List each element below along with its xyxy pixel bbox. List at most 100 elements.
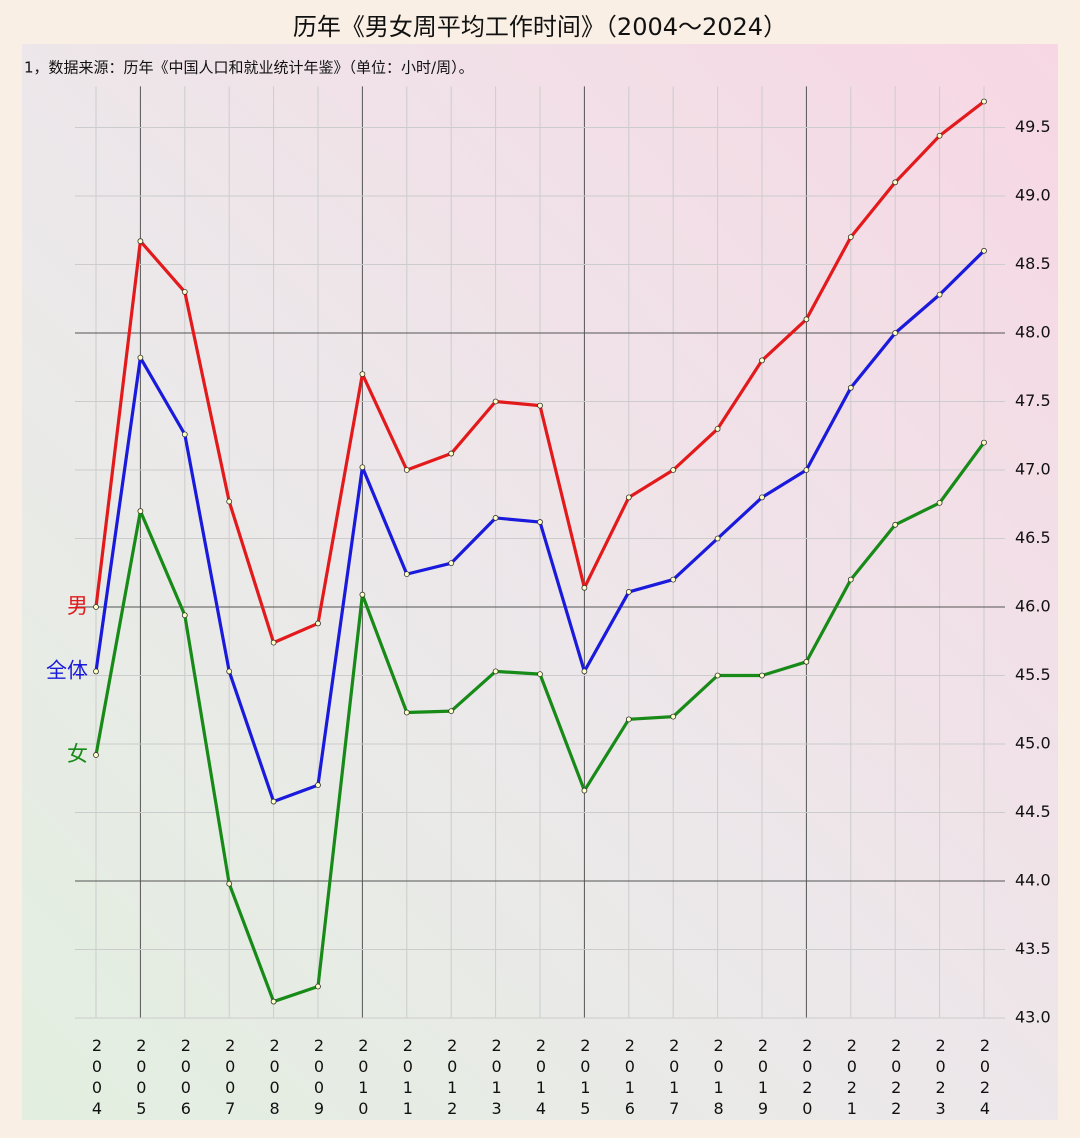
y-tick-label: 47.5 (1015, 391, 1051, 410)
point (581, 787, 588, 794)
point (403, 709, 410, 716)
point (492, 668, 499, 675)
point (359, 591, 366, 598)
x-tick-label: 2012 (443, 1036, 462, 1120)
point (981, 439, 987, 446)
point (892, 330, 899, 336)
point (581, 584, 588, 591)
point (803, 658, 810, 665)
y-tick-label: 45.5 (1015, 665, 1051, 684)
point (537, 402, 543, 409)
chart-title: 历年《男女周平均工作时间》（2004～2024） (293, 13, 787, 41)
point (936, 291, 943, 298)
x-tick-label: 2013 (487, 1036, 506, 1120)
y-tick-label: 49.0 (1015, 186, 1051, 205)
point (448, 450, 455, 457)
point (448, 560, 455, 567)
point (226, 880, 233, 887)
point (670, 576, 677, 583)
point (315, 620, 321, 627)
x-tick-label: 2019 (754, 1036, 773, 1120)
point (315, 983, 321, 990)
point (759, 494, 765, 501)
y-tick-label: 49.5 (1015, 117, 1051, 136)
point (981, 247, 987, 254)
point (93, 668, 99, 675)
point (403, 571, 410, 578)
point (181, 288, 188, 295)
point (670, 713, 677, 720)
point (714, 425, 721, 432)
point (892, 179, 899, 186)
point (270, 998, 277, 1005)
point (714, 672, 721, 679)
x-tick-label: 2009 (310, 1036, 329, 1120)
point (93, 604, 99, 610)
y-tick-label: 44.0 (1015, 871, 1051, 890)
point (270, 798, 277, 805)
y-tick-label: 44.5 (1015, 802, 1051, 821)
y-tick-label: 46.0 (1015, 597, 1051, 616)
x-tick-label: 2021 (842, 1036, 861, 1120)
y-tick-label: 43.5 (1015, 939, 1051, 958)
point (403, 467, 410, 473)
y-tick-label: 46.5 (1015, 528, 1051, 547)
point (625, 589, 632, 595)
x-tick-label: 2020 (798, 1036, 817, 1120)
series-label: 女 (67, 742, 88, 766)
point (181, 612, 188, 619)
point (137, 238, 144, 245)
point (537, 671, 543, 678)
x-tick-label: 2018 (709, 1036, 728, 1120)
point (492, 515, 499, 521)
x-tick-label: 2008 (265, 1036, 284, 1120)
point (847, 234, 854, 241)
point (137, 508, 144, 515)
series-label: 男 (67, 594, 88, 618)
point (315, 782, 321, 788)
y-tick-label: 48.0 (1015, 323, 1051, 342)
point (714, 535, 721, 542)
point (359, 371, 366, 378)
x-tick-label: 2014 (532, 1036, 551, 1120)
series-label: 全体 (46, 658, 88, 682)
point (625, 494, 632, 501)
point (759, 357, 765, 364)
x-tick-label: 2024 (976, 1036, 995, 1120)
point (803, 467, 810, 473)
x-tick-label: 2016 (620, 1036, 639, 1120)
point (137, 354, 144, 361)
y-tick-label: 43.0 (1015, 1008, 1051, 1027)
x-tick-label: 2023 (931, 1036, 950, 1120)
point (181, 431, 188, 438)
chart-subtitle: 1，数据来源：历年《中国人口和就业统计年鉴》（单位：小时/周）。 (24, 59, 474, 77)
point (670, 467, 677, 473)
point (226, 668, 233, 675)
point (537, 519, 543, 525)
point (625, 716, 632, 723)
x-tick-label: 2017 (665, 1036, 684, 1120)
point (93, 752, 99, 758)
y-tick-label: 47.0 (1015, 460, 1051, 479)
point (936, 499, 943, 506)
point (847, 576, 854, 583)
point (803, 316, 810, 323)
point (847, 384, 854, 391)
point (892, 521, 899, 528)
x-tick-label: 2006 (176, 1036, 195, 1120)
x-tick-label: 2004 (88, 1036, 107, 1120)
x-tick-label: 2011 (398, 1036, 417, 1120)
point (448, 708, 455, 715)
point (492, 398, 499, 405)
x-tick-label: 2005 (132, 1036, 151, 1120)
point (581, 668, 588, 675)
x-tick-label: 2015 (576, 1036, 595, 1120)
x-tick-label: 2022 (887, 1036, 906, 1120)
point (981, 98, 987, 105)
point (759, 672, 765, 679)
point (226, 498, 233, 505)
point (270, 639, 277, 646)
y-tick-label: 45.0 (1015, 734, 1051, 753)
